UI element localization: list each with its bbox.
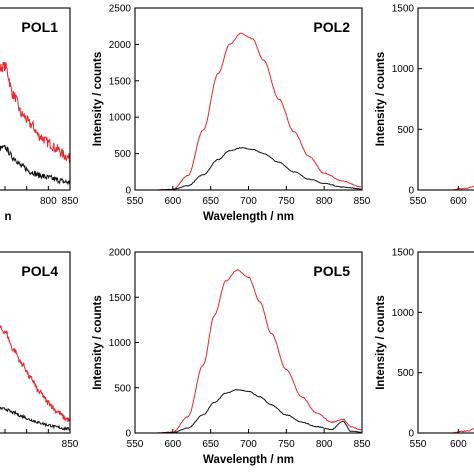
pol4-plot-frame	[0, 251, 71, 434]
pol5-xtick-label-850: 850	[354, 439, 371, 450]
pol5-xtick-label-650: 650	[202, 439, 219, 450]
pol3-ytick-label-1000: 1000	[392, 64, 415, 75]
pol3-ytick-label-0: 0	[408, 186, 414, 197]
pol2-xtick-label-550: 550	[127, 196, 144, 207]
pol2-ytick-label-2500: 2500	[109, 4, 132, 15]
pol5-xtick-label-800: 800	[316, 439, 333, 450]
pol6-xtick-label-600: 600	[450, 439, 467, 450]
pol4-series-red-line	[0, 324, 70, 423]
panel-pol4: 850 POL4	[0, 251, 79, 450]
pol6-ytick-label-1500: 1500	[392, 248, 415, 259]
panel-pol1: 800 850 POL1 n	[0, 7, 79, 223]
pol2-title: POL2	[313, 19, 350, 35]
pol4-series-black-line	[0, 406, 70, 431]
panel-pol6: 550 600 0 500 1000 1500 Intensity / counts	[375, 248, 474, 450]
pol1-title: POL1	[21, 19, 58, 35]
pol5-xtick-label-600: 600	[164, 439, 181, 450]
pol3-ytick-label-1500: 1500	[392, 4, 415, 15]
pol5-xlabel: Wavelength / nm	[203, 454, 294, 466]
pol5-ytick-label-1500: 1500	[109, 293, 132, 304]
pol2-xtick-label-850: 850	[354, 196, 371, 207]
pol6-ylabel: Intensity / counts	[375, 295, 387, 390]
pol3-ytick-label-500: 500	[397, 125, 414, 136]
pol1-series-red-line	[0, 61, 70, 163]
pol3-xtick-label-550: 550	[410, 196, 427, 207]
pol5-title: POL5	[313, 263, 350, 279]
pol2-ytick-label-0: 0	[125, 186, 131, 197]
pol6-plot-frame	[417, 251, 474, 434]
pol5-ytick-label-2000: 2000	[109, 248, 132, 259]
pol1-xtick-label-800: 800	[40, 196, 57, 207]
pol6-ytick-label-500: 500	[397, 368, 414, 379]
pol6-xtick-label-550: 550	[410, 439, 427, 450]
pol1-plot-frame	[0, 7, 71, 191]
pol6-ytick-label-0: 0	[408, 429, 414, 440]
pol3-xtick-label-600: 600	[450, 196, 467, 207]
panel-pol3: 550 600 0 500 1000 1500 Intensity / counts	[375, 4, 474, 207]
pol5-series-black-line	[135, 388, 362, 433]
pol2-xtick-label-600: 600	[164, 196, 181, 207]
pol2-ytick-label-1500: 1500	[109, 76, 132, 87]
pol2-xlabel: Wavelength / nm	[203, 211, 294, 223]
pol2-xtick-label-800: 800	[316, 196, 333, 207]
pol4-xtick-label-850: 850	[62, 439, 79, 450]
pol1-xtick-label-850: 850	[62, 196, 79, 207]
pol2-ytick-label-500: 500	[114, 149, 131, 160]
pol5-ytick-label-0: 0	[125, 429, 131, 440]
panel-pol5: 550 600 650 700 750 800 850 0 500 1000 1500 2000 POL…	[92, 248, 371, 467]
pol5-plot-frame	[134, 251, 363, 434]
pol4-title: POL4	[21, 263, 58, 279]
pol5-ytick-label-1000: 1000	[109, 338, 132, 349]
pol1-series-black-line	[0, 144, 70, 186]
pol5-series-red-line	[135, 269, 362, 433]
pol3-ylabel: Intensity / counts	[375, 52, 387, 147]
pol6-series-red-line	[418, 428, 474, 433]
pol5-xtick-label-550: 550	[127, 439, 144, 450]
pol2-xtick-label-650: 650	[202, 196, 219, 207]
panel-pol2: 550 600 650 700 750 800 850 0 500 1000 1500 2000 250…	[92, 4, 371, 224]
pol2-ytick-label-1000: 1000	[109, 113, 132, 124]
pol5-xtick-label-700: 700	[240, 439, 257, 450]
pol5-ytick-label-500: 500	[114, 383, 131, 394]
pol5-ylabel: Intensity / counts	[92, 295, 104, 390]
pol1-xlabel: n	[4, 211, 11, 223]
pol2-ytick-label-2000: 2000	[109, 40, 132, 51]
pol2-xtick-label-700: 700	[240, 196, 257, 207]
pol3-plot-frame	[417, 7, 474, 191]
pol2-ylabel: Intensity / counts	[92, 52, 104, 147]
pol2-plot-frame	[134, 7, 363, 191]
pol3-series-red-line	[418, 185, 474, 190]
pol5-xtick-label-750: 750	[278, 439, 295, 450]
pol2-series-red-line	[135, 32, 362, 190]
pol6-ytick-label-1000: 1000	[392, 308, 415, 319]
pol2-series-black-line	[135, 146, 362, 190]
pol2-xtick-label-750: 750	[278, 196, 295, 207]
